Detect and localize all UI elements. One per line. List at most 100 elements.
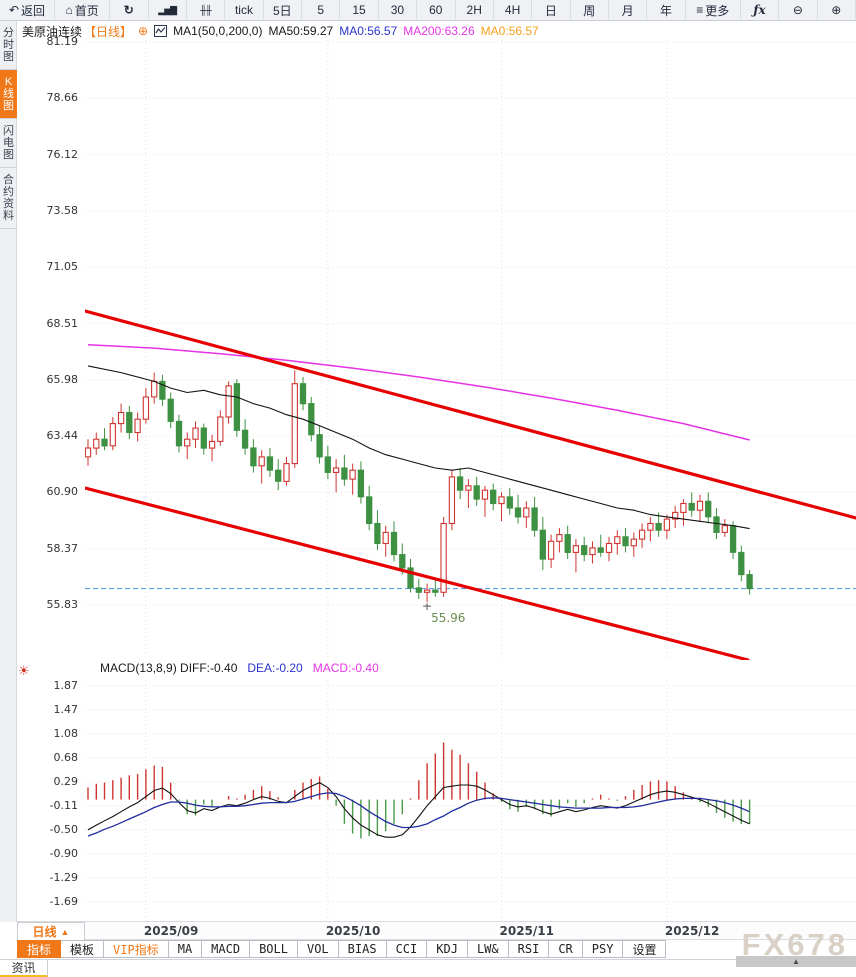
bottom-status-strip: 资讯 ▲ xyxy=(0,956,856,977)
interval-button-2H[interactable]: 2H xyxy=(456,0,494,20)
toolbar-button-label: 2H xyxy=(466,3,482,17)
panel-collapse-handle[interactable]: ▲ xyxy=(736,956,856,967)
interval-button-周[interactable]: 周 xyxy=(571,0,609,20)
news-tab[interactable]: 资讯 xyxy=(0,960,48,977)
axis-tick-label: 60.90 xyxy=(46,485,79,499)
sidebar-item-闪电图[interactable]: 闪电图 xyxy=(0,119,17,168)
bar-chart-button[interactable]: ▂▅▇ xyxy=(149,0,187,20)
indicator-tab-LW&[interactable]: LW& xyxy=(467,940,509,958)
indicator-tab-VOL[interactable]: VOL xyxy=(297,940,339,958)
sidebar-item-分时图[interactable]: 分时图 xyxy=(0,21,17,70)
menu-button[interactable]: ≡ 更多 xyxy=(686,0,741,20)
sidebar-item-K线图[interactable]: K线图 xyxy=(0,70,17,119)
interval-button-日[interactable]: 日 xyxy=(532,0,571,20)
axis-tick-label: 58.37 xyxy=(46,541,79,555)
interval-button-5日[interactable]: 5日 xyxy=(264,0,302,20)
top-toolbar: ↶ 返回 ⌂ 首页 ↻ ▂▅▇ ╫╫ tick 5日 5 15 30 60 2H 4H 日 周 月 年 ≡ 更多 ƒx ⊖ ⊕ xyxy=(0,0,856,21)
ma50-value: MA50:59.27 xyxy=(268,24,334,38)
chart-title-bar: 美原油连续 【日线】 ⊕ MA1(50,0,200,0) MA50:59.27 … xyxy=(22,22,539,40)
indicator-tab-KDJ[interactable]: KDJ xyxy=(427,940,468,958)
indicator-tab-模板[interactable]: 模板 xyxy=(61,940,105,958)
macd-formula-diff: MACD(13,8,9) DIFF:-0.40 xyxy=(100,661,238,675)
main-chart-canvas[interactable]: 55.96 xyxy=(85,40,856,660)
period-selector-label: 日线 xyxy=(32,925,57,939)
ma-settings-icon[interactable] xyxy=(154,25,168,37)
ma0-value-blue: MA0:56.57 xyxy=(339,24,398,38)
indicator-tab-MACD[interactable]: MACD xyxy=(202,940,251,958)
indicator-tab-CCI[interactable]: CCI xyxy=(386,940,428,958)
interval-button-tick[interactable]: tick xyxy=(225,0,264,20)
chart-type-sidebar: 分时图 K线图 闪电图 合约资料 xyxy=(0,21,17,922)
chevron-up-icon: ▲ xyxy=(60,926,70,937)
interval-button-年[interactable]: 年 xyxy=(647,0,686,20)
interval-button-15[interactable]: 15 xyxy=(340,0,379,20)
interval-button-4H[interactable]: 4H xyxy=(494,0,533,20)
interval-button-5[interactable]: 5 xyxy=(302,0,341,20)
symbol-name: 美原油连续 xyxy=(22,24,83,39)
indicator-tab-MA[interactable]: MA xyxy=(168,940,203,958)
candle-sliders-button[interactable]: ╫╫ xyxy=(187,0,226,20)
candle-sliders-icon: ╫╫ xyxy=(200,4,212,15)
macd-dea-value: DEA:-0.20 xyxy=(247,661,303,675)
fx-icon: ƒx xyxy=(753,3,766,17)
add-indicator-icon[interactable]: ⊕ xyxy=(138,24,149,38)
axis-tick-label: 71.05 xyxy=(46,260,79,274)
macd-settings-sun-icon[interactable]: ☀ xyxy=(18,663,30,678)
menu-icon: ≡ xyxy=(696,3,704,17)
toolbar-button-label: 年 xyxy=(660,3,673,18)
indicator-tab-设置[interactable]: 设置 xyxy=(623,940,667,958)
toolbar-button-label: 月 xyxy=(621,3,634,18)
indicator-tab-bar: 指标 模板 VIP指标 MA MACD BOLL VOL BIAS CCI KDJ LW& RSI CR… xyxy=(17,940,667,958)
zoom-out-icon: ⊖ xyxy=(792,3,803,17)
sidebar-item-合约资料[interactable]: 合约资料 xyxy=(0,168,17,229)
bar-chart-icon: ▂▅▇ xyxy=(158,4,177,15)
x-axis-date-label: 2025/12 xyxy=(664,924,720,938)
interval-button-月[interactable]: 月 xyxy=(609,0,648,20)
back-icon: ↶ xyxy=(8,3,20,17)
home-button[interactable]: ⌂ 首页 xyxy=(55,0,111,20)
indicator-tab-RSI[interactable]: RSI xyxy=(508,940,550,958)
interval-button-60[interactable]: 60 xyxy=(417,0,456,20)
toolbar-button-label: 5 xyxy=(317,3,325,17)
interval-button-30[interactable]: 30 xyxy=(379,0,418,20)
home-icon: ⌂ xyxy=(65,3,73,17)
axis-tick-label: -1.29 xyxy=(49,871,78,884)
indicator-tab-指标[interactable]: 指标 xyxy=(17,940,62,958)
indicator-tab-VIP指标[interactable]: VIP指标 xyxy=(104,940,169,958)
axis-tick-label: -0.11 xyxy=(49,799,78,812)
ma0-value-orange: MA0:56.57 xyxy=(480,24,539,38)
svg-text:55.96: 55.96 xyxy=(431,611,465,625)
axis-tick-label: 78.66 xyxy=(46,91,79,105)
indicator-tab-BOLL[interactable]: BOLL xyxy=(250,940,298,958)
toolbar-button-label: 60 xyxy=(429,3,443,17)
toolbar-button-label: 5日 xyxy=(272,3,292,18)
zoom-out-button[interactable]: ⊖ xyxy=(779,0,818,20)
indicator-tab-PSY[interactable]: PSY xyxy=(582,940,624,958)
zoom-in-button[interactable]: ⊕ xyxy=(818,0,856,20)
toolbar-button-label: 日 xyxy=(544,3,557,18)
axis-tick-label: 68.51 xyxy=(46,316,79,330)
time-axis-strip: 日线 ▲ 2025/09 2025/10 2025/11 2025/12 xyxy=(17,921,856,941)
toolbar-button-label: 4H xyxy=(504,3,521,17)
x-axis-date-label: 2025/09 xyxy=(143,924,199,938)
macd-chart-canvas[interactable] xyxy=(85,680,856,920)
toolbar-button-label: 15 xyxy=(352,3,366,17)
toolbar-button-label: 更多 xyxy=(705,3,730,18)
fx678-watermark: FX678 xyxy=(741,927,848,962)
zoom-in-icon: ⊕ xyxy=(831,3,842,17)
axis-tick-label: 65.98 xyxy=(46,372,79,386)
axis-tick-label: 73.58 xyxy=(46,203,79,217)
axis-tick-label: 1.87 xyxy=(53,679,79,692)
axis-tick-label: -1.69 xyxy=(49,895,78,908)
indicator-tab-CR[interactable]: CR xyxy=(549,940,583,958)
axis-tick-label: 0.29 xyxy=(53,775,79,788)
back-button[interactable]: ↶ 返回 xyxy=(0,0,56,20)
refresh-button[interactable]: ↻ xyxy=(110,0,149,20)
axis-tick-label: 1.08 xyxy=(53,727,79,740)
fx-button[interactable]: ƒx xyxy=(741,0,780,20)
axis-tick-label: 0.68 xyxy=(53,751,79,764)
toolbar-button-label: 周 xyxy=(583,3,596,18)
axis-tick-label: 1.47 xyxy=(53,703,79,716)
indicator-tab-BIAS[interactable]: BIAS xyxy=(338,940,387,958)
period-selector[interactable]: 日线 ▲ xyxy=(17,922,85,941)
